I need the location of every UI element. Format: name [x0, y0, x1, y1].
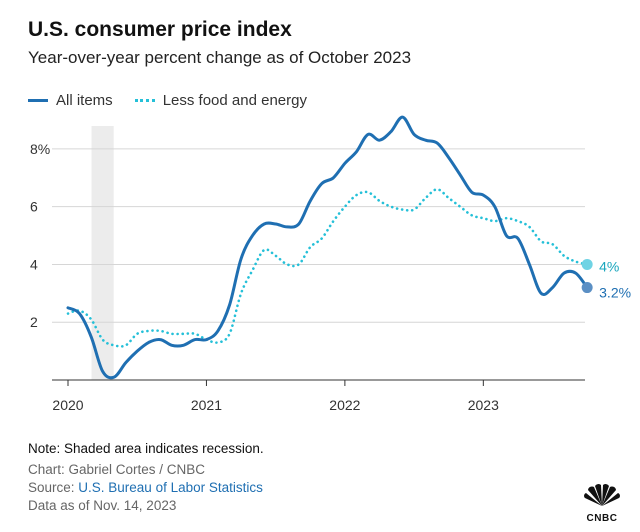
legend-label-core: Less food and energy	[162, 91, 307, 109]
brand-label: CNBC	[586, 513, 618, 524]
endpoint-all-items	[581, 282, 593, 294]
y-tick-label-4: 4	[30, 256, 38, 272]
y-tick-label-2: 2	[30, 314, 38, 330]
legend-swatch-solid	[28, 98, 48, 102]
y-tick-label-6: 6	[30, 199, 38, 215]
x-tick-label-2020: 2020	[52, 397, 83, 413]
end-label-core: 4%	[599, 258, 619, 274]
peacock-icon	[584, 484, 620, 506]
chart-subtitle: Year-over-year percent change as of Octo…	[28, 48, 412, 67]
end-label-all-items: 3.2%	[599, 285, 631, 301]
footer-notes: Note: Shaded area indicates recession. C…	[28, 440, 264, 515]
x-tick-label-2021: 2021	[191, 397, 222, 413]
line-chart: 2 4 6 8% 2020 2021 2022 2023 3.2% 4%	[30, 115, 631, 413]
legend: All items Less food and energy	[28, 90, 329, 110]
x-tick-label-2022: 2022	[329, 397, 360, 413]
source-line: Source: U.S. Bureau of Labor Statistics	[28, 479, 264, 497]
source-prefix: Source:	[28, 480, 79, 495]
legend-item-all-items: All items	[28, 92, 113, 109]
legend-swatch-dotted	[134, 98, 155, 102]
recession-note: Note: Shaded area indicates recession.	[28, 441, 264, 456]
series-line-all-items	[66, 115, 589, 380]
legend-label-all-items: All items	[56, 91, 113, 109]
cnbc-logo: CNBC	[578, 484, 626, 524]
data-date: Data as of Nov. 14, 2023	[28, 498, 177, 513]
legend-item-core: Less food and energy	[134, 91, 307, 109]
y-tick-label-8: 8%	[30, 141, 50, 157]
chart-credit: Chart: Gabriel Cortes / CNBC	[28, 462, 206, 477]
x-tick-label-2023: 2023	[468, 397, 499, 413]
endpoint-core	[581, 258, 593, 270]
chart-title: U.S. consumer price index	[28, 18, 292, 41]
series-line-core	[66, 188, 589, 348]
recession-band	[91, 126, 114, 380]
source-link[interactable]: U.S. Bureau of Labor Statistics	[78, 480, 263, 495]
